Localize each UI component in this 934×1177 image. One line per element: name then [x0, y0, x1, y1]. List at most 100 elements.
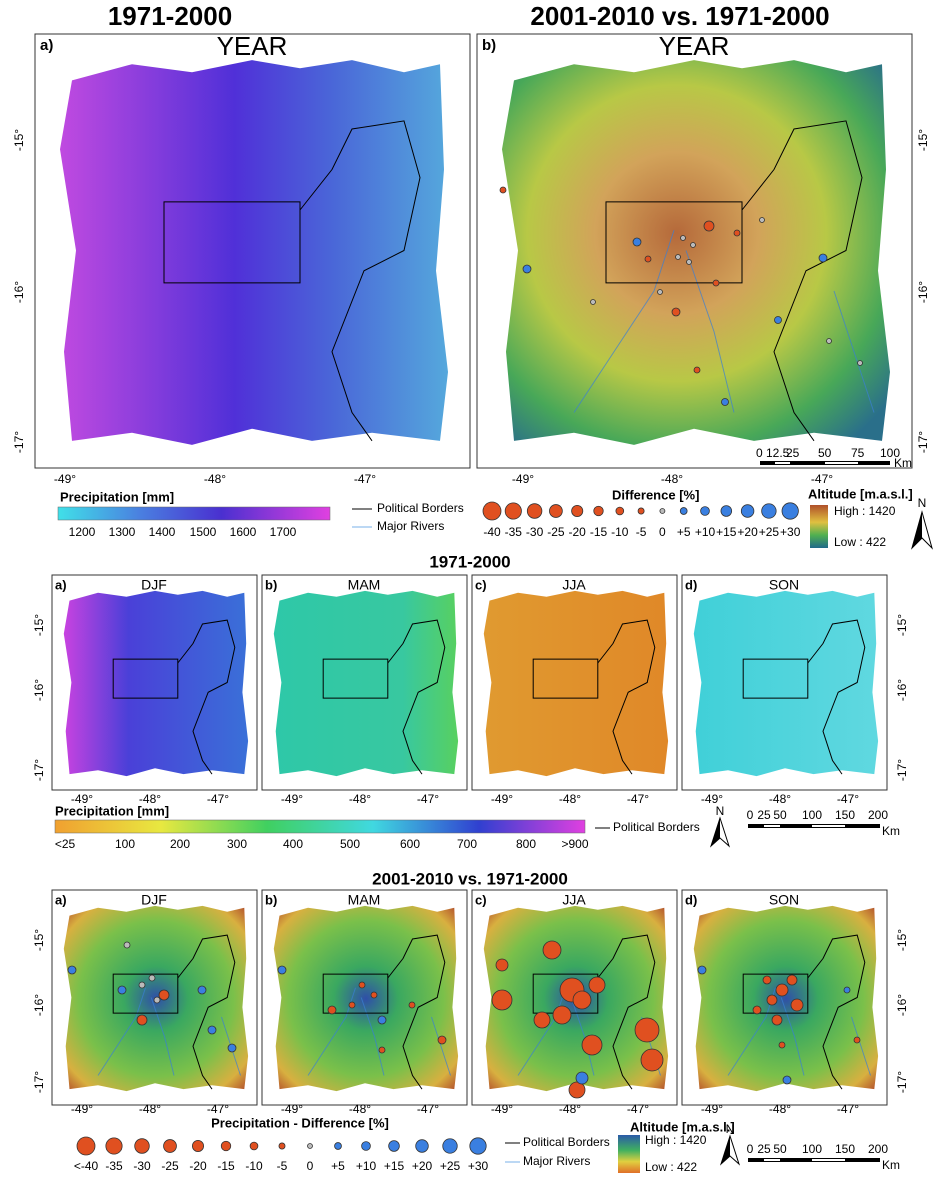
- station-marker: [437, 1035, 447, 1045]
- scale-segment: [764, 825, 780, 827]
- legend-title: Precipitation [mm]: [55, 803, 169, 818]
- station-marker: [207, 1025, 217, 1035]
- north-label: N: [726, 1122, 735, 1136]
- color-bar: [54, 819, 586, 834]
- map: [60, 60, 448, 445]
- season-label: JJA: [562, 892, 586, 908]
- station-marker: [370, 991, 378, 999]
- station-marker: [327, 1005, 337, 1015]
- lat-tick-label: -15°: [32, 929, 46, 951]
- legend-label: -10: [245, 1159, 263, 1173]
- legend-symbol: [571, 504, 584, 517]
- lat-tick-label: -15°: [895, 614, 909, 636]
- panels: a) DJF b) MAM c) JJA d) SON: [51, 574, 888, 791]
- lon-tick-label: -49°: [512, 472, 534, 486]
- north-arrow: [721, 1136, 730, 1164]
- station-marker: [67, 965, 77, 975]
- scale-label: 50: [818, 446, 832, 460]
- legend-label: +25: [440, 1159, 461, 1173]
- lon-tick-label: -49°: [281, 792, 303, 806]
- legend-symbol: [307, 1143, 313, 1149]
- panel-label: d): [685, 892, 697, 907]
- legend-label: -35: [105, 1159, 123, 1173]
- season-label: SON: [769, 892, 799, 908]
- station-marker: [786, 974, 798, 986]
- legend-symbol: [700, 506, 710, 516]
- lat-tick-label: -16°: [895, 679, 909, 701]
- map-frame: [476, 33, 913, 469]
- lon-tick-label: -48°: [559, 1102, 581, 1116]
- map-frame: [471, 889, 678, 1106]
- scale-unit: Km: [882, 1158, 900, 1172]
- legend-label: Low : 422: [834, 535, 886, 549]
- scale-segment: [764, 1159, 780, 1161]
- station-marker: [148, 974, 156, 982]
- map-surface: [273, 590, 459, 777]
- station-marker: [153, 996, 161, 1004]
- difference-symbols: <-40 -35 -30 -25 -20 -15 -10 -5 0 +5 +10 +15 +20 +25 +…: [74, 1136, 489, 1173]
- lon-tick-label: -47°: [627, 792, 649, 806]
- legend-label: -20: [569, 525, 587, 539]
- scale-segment: [812, 825, 845, 827]
- legend-symbol: [334, 1142, 342, 1150]
- map-frame: [471, 574, 678, 791]
- season-label: SON: [769, 577, 799, 593]
- legend-symbol: [220, 1140, 232, 1152]
- season-label: MAM: [348, 892, 381, 908]
- legend-symbol: [105, 1137, 123, 1155]
- station-marker: [782, 1075, 792, 1085]
- station-marker: [197, 985, 207, 995]
- lon-tick-label: -49°: [71, 1102, 93, 1116]
- station-marker: [377, 1015, 387, 1025]
- lon-tick-label: -48°: [769, 792, 791, 806]
- section-title: 2001-2010 vs. 1971-2000: [372, 869, 568, 888]
- scale-unit: Km: [894, 456, 912, 470]
- map-surface: [483, 590, 669, 777]
- legend-label: 1300: [109, 525, 136, 539]
- scale-label: 200: [868, 808, 888, 822]
- legend-symbol: [134, 1138, 150, 1154]
- section-title: 1971-2000: [429, 552, 510, 571]
- station-marker: [572, 990, 592, 1010]
- station-marker: [843, 986, 851, 994]
- legend-label: 1400: [149, 525, 176, 539]
- lon-tick-label: -49°: [71, 792, 93, 806]
- station-marker: [358, 981, 366, 989]
- lon-tick-label: -47°: [837, 792, 859, 806]
- legend-label: >900: [561, 837, 588, 851]
- north-arrow: [912, 512, 922, 548]
- station-marker: [634, 1017, 660, 1043]
- scale-label: 25: [757, 808, 771, 822]
- legend-label: -20: [189, 1159, 207, 1173]
- scale-label: 0: [747, 808, 754, 822]
- legend-symbol: [720, 505, 733, 517]
- station-marker: [227, 1043, 237, 1053]
- lat-tick-label: -17°: [916, 431, 930, 453]
- lon-tick-label: -49°: [491, 1102, 513, 1116]
- legend-label: High : 1420: [645, 1133, 707, 1147]
- panel-title: 1971-2000: [108, 1, 232, 31]
- map: [483, 590, 669, 777]
- station-marker: [491, 989, 513, 1011]
- legend-symbol: [659, 508, 666, 514]
- legend-label: -30: [133, 1159, 151, 1173]
- station-marker: [640, 1048, 664, 1072]
- scale-bar: 0 25 50 100 150 200 Km: [747, 1142, 900, 1172]
- legend-symbol: [740, 504, 755, 518]
- lon-tick-label: -48°: [139, 792, 161, 806]
- station-marker: [408, 1001, 416, 1009]
- map-surface: [693, 590, 879, 777]
- station-marker: [775, 983, 789, 997]
- legend-label: <25: [55, 837, 76, 851]
- map-frame: [51, 574, 258, 791]
- station-marker: [778, 1041, 786, 1049]
- scale-segment: [812, 1159, 845, 1161]
- map: [63, 590, 249, 777]
- station-marker: [588, 976, 606, 994]
- lat-tick-label: -16°: [32, 679, 46, 701]
- legend-label: Political Borders: [613, 820, 700, 834]
- color-bar: [810, 505, 828, 548]
- legend-label: -15: [217, 1159, 235, 1173]
- color-bar: [618, 1135, 640, 1173]
